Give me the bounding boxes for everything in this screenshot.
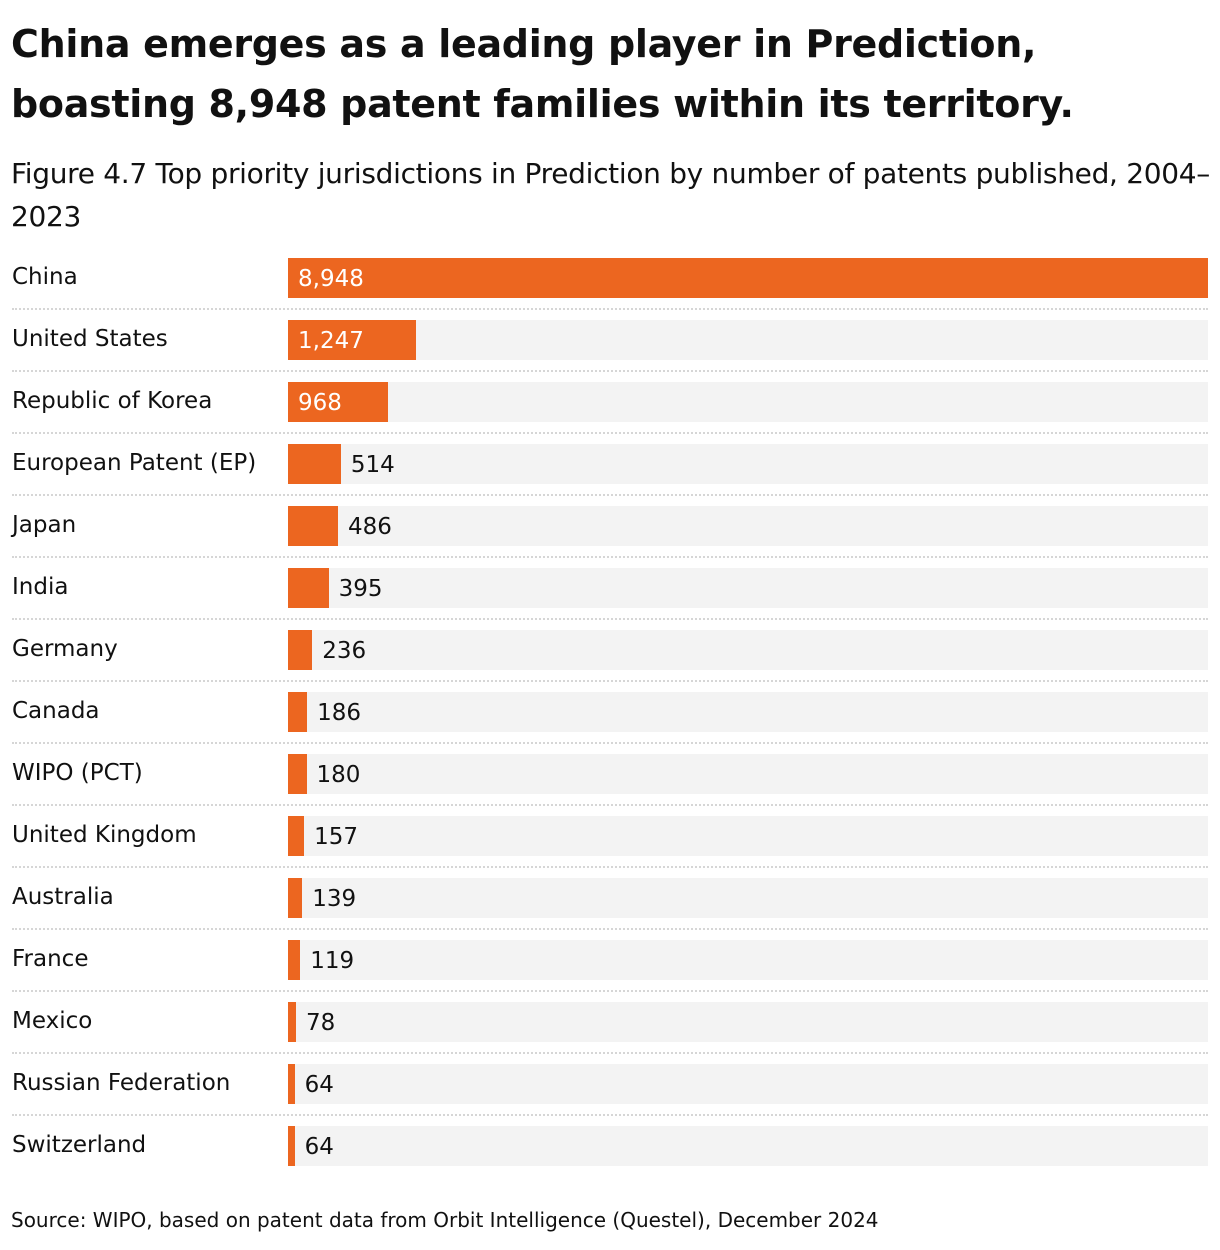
value-label: 514: [350, 452, 395, 478]
category-label: Australia: [12, 884, 114, 910]
row-divider: [12, 432, 1208, 434]
bar-row: France 119: [0, 940, 1220, 1002]
bar: [288, 692, 308, 732]
value-label: 236: [322, 638, 367, 664]
bar-track: 395: [288, 568, 1208, 608]
value-label: 64: [304, 1072, 334, 1098]
category-label: France: [12, 946, 89, 972]
bar-row: China 8,948: [0, 258, 1220, 320]
bar: [288, 320, 417, 360]
bar-track: 8,948: [288, 258, 1208, 298]
bar-track: 1,247: [288, 320, 1208, 360]
bar-row: European Patent (EP) 514: [0, 444, 1220, 506]
value-label: 180: [316, 762, 361, 788]
source-note: Source: WIPO, based on patent data from …: [11, 1208, 879, 1232]
value-label: 119: [310, 948, 355, 974]
bar-row: Switzerland 64: [0, 1126, 1220, 1188]
bar-track: 157: [288, 816, 1208, 856]
bar: [288, 568, 329, 608]
bar-track: 236: [288, 630, 1208, 670]
value-label: 157: [314, 824, 359, 850]
bar: [288, 382, 388, 422]
category-label: Republic of Korea: [12, 388, 213, 414]
value-label: 186: [317, 700, 362, 726]
row-divider: [12, 618, 1208, 620]
row-divider: [12, 1114, 1208, 1116]
bar: [288, 1126, 295, 1166]
bar-row: WIPO (PCT) 180: [0, 754, 1220, 816]
value-label: 64: [304, 1134, 334, 1160]
row-divider: [12, 308, 1208, 310]
value-label: 486: [347, 514, 392, 540]
category-label: European Patent (EP): [12, 450, 257, 476]
value-label: 1,247: [298, 328, 364, 354]
bar-track: 514: [288, 444, 1208, 484]
row-divider: [12, 804, 1208, 806]
value-label: 968: [298, 390, 342, 416]
category-label: Japan: [12, 512, 77, 538]
value-label: 78: [306, 1010, 336, 1036]
row-divider: [12, 556, 1208, 558]
bar-row: United States 1,247: [0, 320, 1220, 382]
bar-track: 64: [288, 1064, 1208, 1104]
row-divider: [12, 494, 1208, 496]
bar-track: 486: [288, 506, 1208, 546]
category-label: United States: [12, 326, 168, 352]
row-divider: [12, 866, 1208, 868]
bar: [288, 630, 313, 670]
bar: [288, 444, 341, 484]
bar: [288, 1002, 297, 1042]
bar-row: Russian Federation 64: [0, 1064, 1220, 1126]
bar: [288, 940, 301, 980]
value-label: 395: [338, 576, 383, 602]
row-divider: [12, 680, 1208, 682]
category-label: Russian Federation: [12, 1070, 231, 1096]
bar-track: 968: [288, 382, 1208, 422]
chart-subtitle: Figure 4.7 Top priority jurisdictions in…: [11, 157, 1211, 233]
bar: [288, 754, 307, 794]
row-divider: [12, 928, 1208, 930]
category-label: India: [12, 574, 69, 600]
bar-track: 186: [288, 692, 1208, 732]
bar-track: 64: [288, 1126, 1208, 1166]
value-label: 8,948: [298, 266, 364, 292]
category-label: United Kingdom: [12, 822, 197, 848]
category-label: Germany: [12, 636, 118, 662]
category-label: China: [12, 264, 78, 290]
bar-row: Republic of Korea 968: [0, 382, 1220, 444]
bar-row: Australia 139: [0, 878, 1220, 940]
bar-track: 119: [288, 940, 1208, 980]
bar-row: Canada 186: [0, 692, 1220, 754]
category-label: Canada: [12, 698, 100, 724]
bar: [288, 506, 338, 546]
category-label: WIPO (PCT): [12, 760, 143, 786]
bar: [288, 258, 1208, 298]
row-divider: [12, 742, 1208, 744]
bar-track: 78: [288, 1002, 1208, 1042]
chart-title: China emerges as a leading player in Pre…: [11, 22, 1074, 126]
bar-row: India 395: [0, 568, 1220, 630]
bar: [288, 816, 305, 856]
row-divider: [12, 990, 1208, 992]
row-divider: [12, 370, 1208, 372]
bar-row: Mexico 78: [0, 1002, 1220, 1064]
row-divider: [12, 1052, 1208, 1054]
category-label: Mexico: [12, 1008, 93, 1034]
bar-row: Germany 236: [0, 630, 1220, 692]
category-label: Switzerland: [12, 1132, 147, 1158]
bar: [288, 878, 303, 918]
bar-track: 139: [288, 878, 1208, 918]
bar-track: 180: [288, 754, 1208, 794]
bar-row: Japan 486: [0, 506, 1220, 568]
bar-row: United Kingdom 157: [0, 816, 1220, 878]
value-label: 139: [312, 886, 357, 912]
bar: [288, 1064, 295, 1104]
